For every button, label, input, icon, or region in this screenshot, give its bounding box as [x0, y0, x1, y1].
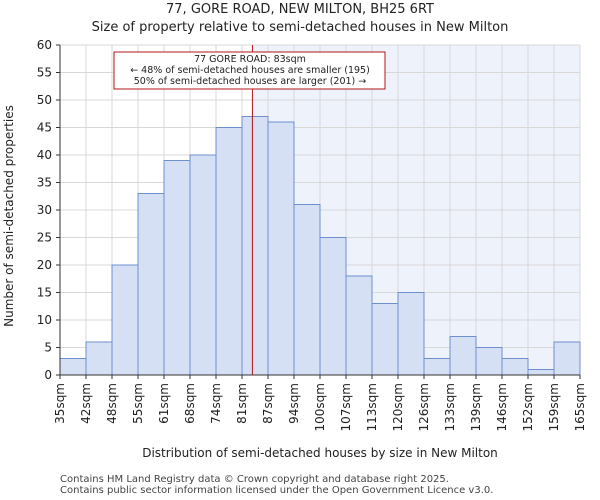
chart-title: 77, GORE ROAD, NEW MILTON, BH25 6RT: [166, 2, 434, 17]
bar-68sqm: [189, 154, 217, 376]
bars: [59, 116, 581, 376]
bar-74sqm: [215, 127, 243, 376]
chart-subtitle: Size of property relative to semi-detach…: [91, 20, 509, 35]
y-tick-label: 45: [37, 121, 52, 135]
bar-94sqm: [293, 204, 321, 376]
x-tick-label-74sqm: 74sqm: [209, 383, 223, 424]
x-tick-label-165sqm: 165sqm: [573, 383, 587, 431]
annotation-line-2: ← 48% of semi-detached houses are smalle…: [130, 65, 370, 76]
x-tick-label-35sqm: 35sqm: [53, 383, 67, 424]
x-tick-label-159sqm: 159sqm: [547, 383, 561, 431]
y-tick-label: 50: [37, 93, 52, 107]
y-tick-label: 60: [37, 38, 52, 52]
x-tick-label-120sqm: 120sqm: [391, 383, 405, 431]
bar-55sqm: [137, 193, 165, 376]
x-tick-label-133sqm: 133sqm: [443, 383, 457, 431]
chart-area: 0 5 10 15 20 25 30 35 40 45 50 55 60 35sqm 42sqm 48sqm…: [2, 38, 587, 460]
y-tick-label: 10: [37, 313, 52, 327]
bar-159sqm: [553, 341, 581, 376]
x-tick-label-107sqm: 107sqm: [339, 383, 353, 431]
x-tick-label-152sqm: 152sqm: [521, 383, 535, 431]
bar-42sqm: [85, 341, 113, 376]
x-tick-label-94sqm: 94sqm: [287, 383, 301, 424]
x-axis-label: Distribution of semi-detached houses by …: [142, 446, 498, 460]
y-tick-label: 15: [37, 286, 52, 300]
x-tick-label-146sqm: 146sqm: [495, 383, 509, 431]
x-tick-label-113sqm: 113sqm: [365, 383, 379, 431]
y-tick-label: 20: [37, 258, 52, 272]
annotation-line-1: 77 GORE ROAD: 83sqm: [194, 54, 306, 65]
bar-100sqm: [319, 237, 347, 376]
x-ticks: 35sqm 42sqm 48sqm 55sqm 61sqm 68sqm 74sqm 81sqm…: [53, 375, 587, 431]
footer-copyright: Contains HM Land Registry data © Crown c…: [60, 474, 449, 485]
x-tick-label-126sqm: 126sqm: [417, 383, 431, 431]
bar-152sqm: [527, 369, 555, 376]
y-tick-label: 0: [44, 368, 52, 382]
y-axis-label: Number of semi-detached properties: [2, 105, 16, 327]
bar-120sqm: [397, 292, 425, 376]
footer-licence: Contains public sector information licen…: [60, 485, 494, 496]
y-tick-label: 25: [37, 231, 52, 245]
x-tick-label-100sqm: 100sqm: [313, 383, 327, 431]
bar-35sqm: [59, 358, 87, 376]
annotation-box: 77 GORE ROAD: 83sqm← 48% of semi-detache…: [113, 51, 386, 90]
bar-48sqm: [111, 264, 139, 376]
y-ticks: 0 5 10 15 20 25 30 35 40 45 50 55 60: [37, 38, 60, 382]
x-tick-label-87sqm: 87sqm: [261, 383, 275, 424]
y-tick-label: 40: [37, 148, 52, 162]
bar-133sqm: [449, 336, 477, 376]
annotation-line-3: 50% of semi-detached houses are larger (…: [134, 76, 367, 87]
x-tick-label-61sqm: 61sqm: [157, 383, 171, 424]
bar-87sqm: [267, 121, 295, 376]
bar-139sqm: [475, 347, 503, 376]
bar-81sqm: [241, 116, 269, 376]
bar-107sqm: [345, 275, 373, 376]
bar-146sqm: [501, 358, 529, 376]
x-tick-label-48sqm: 48sqm: [105, 383, 119, 424]
annotation-frame: [113, 51, 386, 90]
y-tick-label: 30: [37, 203, 52, 217]
x-tick-label-42sqm: 42sqm: [79, 383, 93, 424]
y-tick-label: 35: [37, 176, 52, 190]
x-tick-label-55sqm: 55sqm: [131, 383, 145, 424]
x-tick-label-81sqm: 81sqm: [235, 383, 249, 424]
x-tick-label-139sqm: 139sqm: [469, 383, 483, 431]
x-tick-label-68sqm: 68sqm: [183, 383, 197, 424]
y-tick-label: 5: [44, 341, 52, 355]
bar-113sqm: [371, 303, 399, 376]
bar-61sqm: [163, 160, 191, 376]
y-tick-label: 55: [37, 66, 52, 80]
bar-126sqm: [423, 358, 451, 376]
